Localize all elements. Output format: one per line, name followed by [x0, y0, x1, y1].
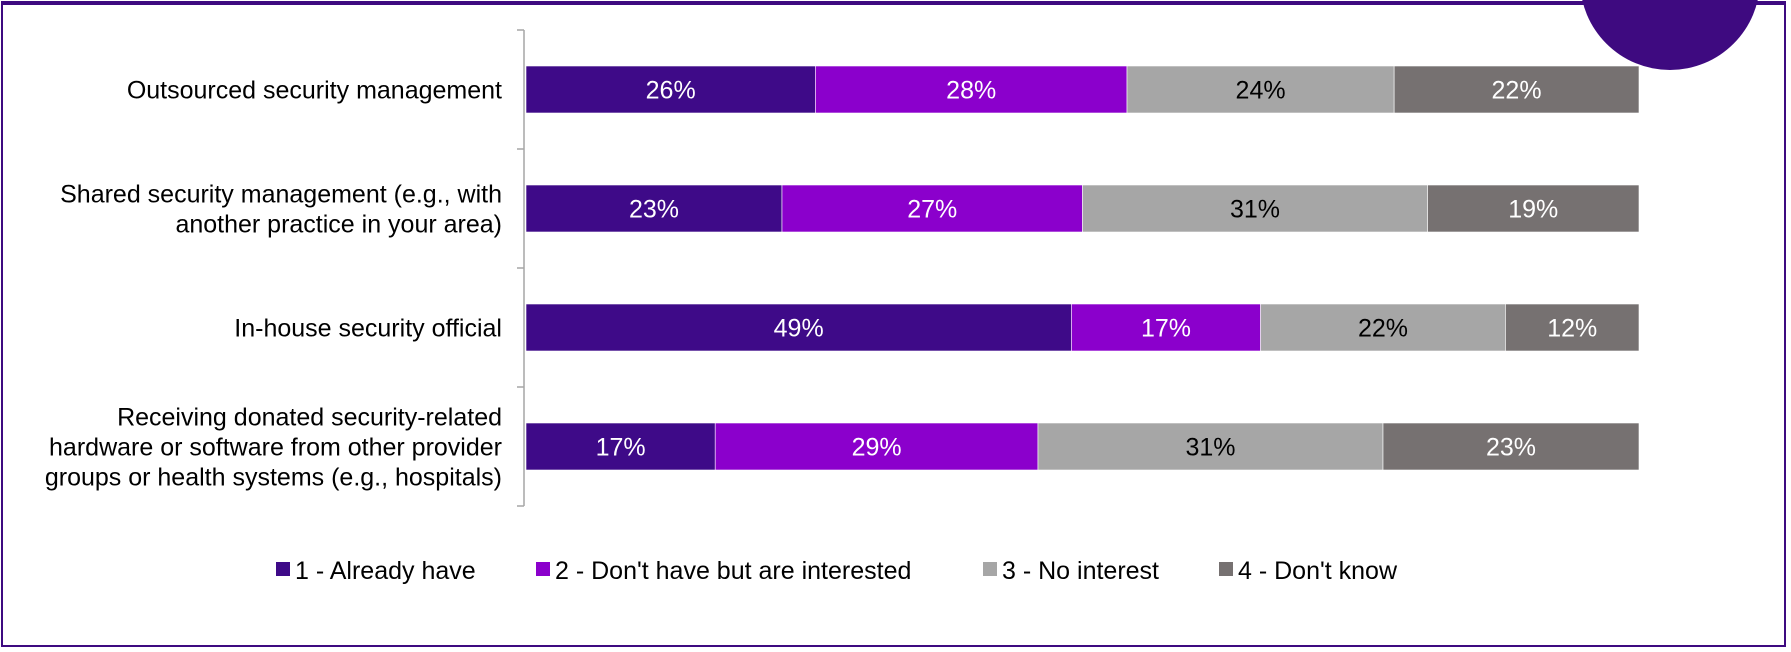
data-label: 22% — [1492, 77, 1542, 105]
bar-segment — [1082, 184, 1428, 233]
data-label: 22% — [1358, 315, 1408, 343]
legend-item: 4 - Don't know — [1238, 557, 1398, 585]
bar-segment — [1260, 303, 1506, 352]
bar-segment — [815, 65, 1128, 114]
bar-segment — [1071, 303, 1261, 352]
category-label: In-house security official — [234, 315, 502, 343]
bar-segment — [781, 184, 1083, 233]
legend-item: 1 - Already have — [295, 557, 476, 585]
category-axis — [517, 29, 525, 507]
data-label: 26% — [646, 77, 696, 105]
legend: 1 - Already have 2 - Don't have but are i… — [276, 557, 1398, 585]
category-label: Outsourced security management — [127, 77, 502, 105]
data-labels: 26% 28% 24% 22% 23% 27% 31% 19% 49% 17% 22% 12% 17% 2… — [596, 77, 1598, 462]
data-label: 12% — [1547, 315, 1597, 343]
legend-swatch — [1219, 562, 1233, 576]
data-label: 19% — [1508, 196, 1558, 224]
category-label: Shared security management (e.g., with an… — [60, 181, 502, 239]
bar-segment — [525, 422, 716, 471]
bar-segment — [525, 184, 783, 233]
data-label: 31% — [1185, 434, 1235, 462]
bar-segment — [1505, 303, 1640, 352]
bar-segment — [1382, 422, 1640, 471]
data-label: 23% — [629, 196, 679, 224]
data-label: 49% — [774, 315, 824, 343]
data-label: 17% — [596, 434, 646, 462]
category-labels: Outsourced security management Shared sec… — [45, 77, 502, 492]
legend-item: 2 - Don't have but are interested — [555, 557, 911, 585]
legend-swatch — [536, 562, 550, 576]
bar-segment — [525, 303, 1072, 352]
data-label: 28% — [946, 77, 996, 105]
legend-swatch — [983, 562, 997, 576]
data-label: 24% — [1236, 77, 1286, 105]
data-label: 23% — [1486, 434, 1536, 462]
bar-segment — [1126, 65, 1395, 114]
category-label: Receiving donated security-related hardwa… — [45, 404, 502, 492]
bar-segment — [1427, 184, 1640, 233]
data-label: 31% — [1230, 196, 1280, 224]
bar-segment — [1393, 65, 1640, 114]
bars — [525, 65, 1640, 471]
legend-item: 3 - No interest — [1002, 557, 1159, 585]
data-label: 17% — [1141, 315, 1191, 343]
data-label: 27% — [907, 196, 957, 224]
data-label: 29% — [852, 434, 902, 462]
legend-swatch — [276, 562, 290, 576]
